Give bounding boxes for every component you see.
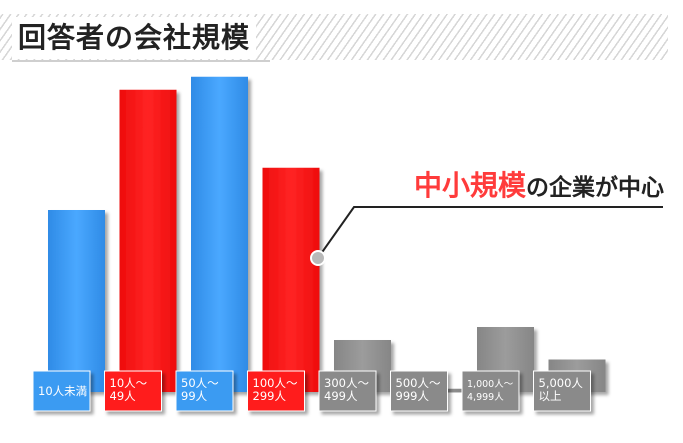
- category-label-line: 300人〜: [324, 376, 369, 390]
- title-underline: [12, 60, 270, 62]
- category-label: 1,000人〜 4,999人: [467, 379, 514, 403]
- annotation-text: 中小規模の企業が中心: [414, 169, 664, 202]
- category-label-line: 以上: [539, 389, 562, 403]
- bar: [119, 89, 177, 392]
- category-label: 10人未満: [38, 384, 87, 398]
- annotation-rest: の企業が中心: [526, 174, 664, 201]
- category-label-box: [32, 370, 91, 412]
- category-label: 10人〜 49人: [110, 376, 148, 403]
- bars-group: [48, 76, 606, 392]
- category-label-line: 1,000人〜: [467, 379, 514, 390]
- category-label: 50人〜 99人: [181, 376, 219, 403]
- category-label: 100人〜 299人: [253, 376, 298, 403]
- category-label-line: 299人: [253, 389, 287, 403]
- category-label-box: [318, 370, 377, 412]
- category-label-box: [390, 370, 448, 412]
- category-label: 500人〜 999人: [396, 376, 441, 403]
- category-label-box: [247, 370, 305, 412]
- category-label-line: 49人: [110, 389, 137, 403]
- bar: [48, 210, 105, 392]
- category-label-line: 10人〜: [110, 376, 148, 390]
- annotation-marker: [310, 250, 326, 266]
- annotation-leader-line: [317, 206, 663, 259]
- annotation-highlight: 中小規模: [414, 169, 527, 202]
- category-label: 5,000人以上: [539, 376, 584, 403]
- category-label-box: [461, 370, 520, 412]
- category-label-line: 500人〜: [396, 376, 441, 390]
- category-label: 300人〜 499人: [324, 376, 369, 403]
- category-label-line: 99人: [181, 389, 208, 403]
- category-label-line: 100人〜: [253, 376, 298, 390]
- category-label-line: 999人: [396, 389, 430, 403]
- category-labels-group: 10人未満 10人〜 49人 50人〜 99人 100人〜 299人 300人〜 499人 500…: [32, 370, 591, 412]
- category-label-box: [533, 370, 591, 412]
- category-label-line: 10人未満: [38, 384, 87, 398]
- page-title: 回答者の会社規模: [12, 17, 257, 59]
- category-label-box: [175, 370, 234, 412]
- category-label-line: 499人: [324, 389, 358, 403]
- chart-header: 回答者の会社規模: [0, 0, 683, 62]
- annotation: 中小規模の企業が中心: [310, 169, 664, 266]
- category-label-line: 5,000人: [539, 376, 584, 390]
- bar: [262, 167, 320, 392]
- category-label-line: 50人〜: [181, 376, 219, 390]
- category-label-box: [104, 370, 162, 412]
- category-label-line: 4,999人: [467, 392, 504, 403]
- bar: [191, 76, 248, 392]
